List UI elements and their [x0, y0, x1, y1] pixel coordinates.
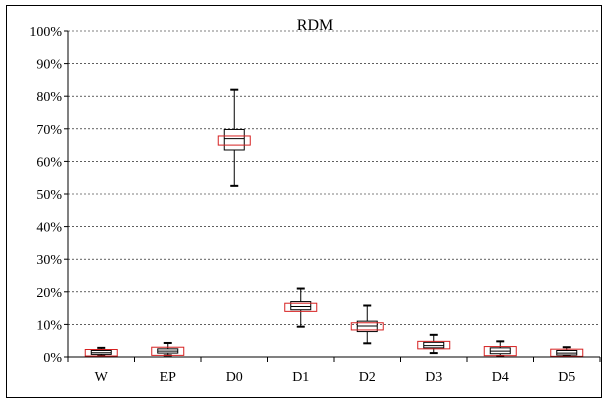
range-box [350, 322, 384, 331]
x-tick-label: D1 [292, 370, 309, 385]
y-tick-label: 30% [36, 253, 62, 268]
x-tick-label: D5 [558, 370, 575, 385]
range-box [84, 349, 118, 357]
box-ep [151, 341, 185, 357]
x-tick-label: D3 [425, 370, 442, 385]
y-tick-label: 0% [43, 351, 62, 366]
x-tick-label: D0 [226, 370, 243, 385]
x-axis-ticks: W EP D0 D1 D2 D3 D4 D5 [67, 357, 601, 385]
y-tick-label: 20% [36, 286, 62, 301]
y-tick-label: 90% [36, 58, 62, 73]
box-iqr [223, 128, 245, 151]
box-d4 [483, 340, 517, 358]
chart-title: RDM [297, 17, 333, 34]
range-box [284, 302, 318, 312]
y-tick-label: 70% [36, 123, 62, 138]
y-tick-label: 50% [36, 188, 62, 203]
y-tick-label: 10% [36, 318, 62, 333]
range-box [550, 348, 584, 357]
box-w [84, 346, 118, 358]
box-d2 [350, 304, 384, 345]
box-series [84, 88, 584, 358]
range-box [217, 135, 251, 146]
box-d3 [417, 333, 451, 355]
y-tick-label: 100% [29, 25, 62, 40]
x-tick-label: D2 [359, 370, 376, 385]
y-tick-label: 80% [36, 90, 62, 105]
x-tick-label: D4 [492, 370, 509, 385]
box-d5 [550, 346, 584, 358]
gridlines [68, 30, 600, 325]
chart-frame [6, 5, 602, 398]
x-tick-label: EP [160, 370, 177, 385]
y-axis-ticks: 0% 10% 20% 30% 40% 50% 60% 70% 80% 90% 100% [29, 25, 68, 366]
y-tick-label: 60% [36, 155, 62, 170]
box-d0 [217, 88, 251, 187]
box-d1 [284, 287, 318, 328]
range-box [483, 346, 517, 357]
y-tick-label: 40% [36, 221, 62, 236]
range-box [151, 346, 185, 356]
box-iqr [290, 301, 312, 311]
range-box [417, 340, 451, 350]
x-tick-label: W [95, 370, 109, 385]
